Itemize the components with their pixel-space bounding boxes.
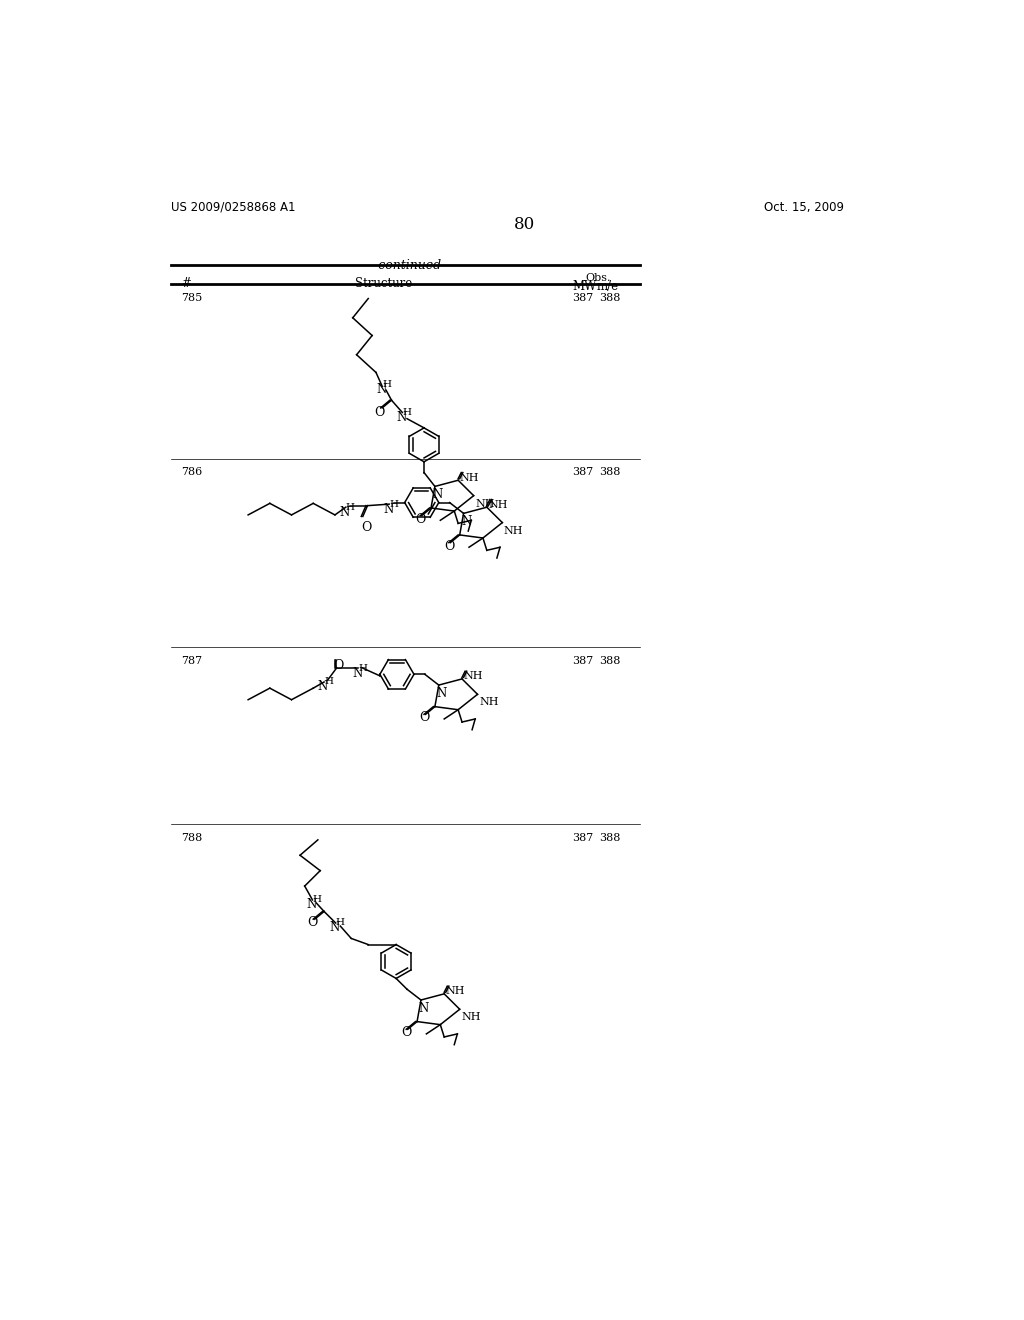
Text: N: N [306, 899, 316, 911]
Text: H: H [389, 499, 398, 508]
Text: 387: 387 [572, 833, 593, 843]
Text: N: N [376, 383, 386, 396]
Text: #: # [180, 277, 190, 290]
Text: Obs.: Obs. [586, 273, 610, 282]
Text: Structure: Structure [355, 277, 413, 290]
Text: 785: 785 [180, 293, 202, 304]
Text: H: H [382, 380, 391, 389]
Text: O: O [420, 711, 430, 725]
Text: 388: 388 [599, 467, 621, 477]
Text: O: O [401, 1026, 412, 1039]
Text: H: H [324, 677, 333, 686]
Text: Oct. 15, 2009: Oct. 15, 2009 [764, 201, 844, 214]
Text: NH: NH [479, 697, 499, 708]
Text: 388: 388 [599, 656, 621, 665]
Text: NH: NH [504, 525, 523, 536]
Text: US 2009/0258868 A1: US 2009/0258868 A1 [171, 201, 295, 214]
Text: N: N [340, 506, 350, 519]
Text: 786: 786 [180, 467, 202, 477]
Text: 788: 788 [180, 833, 202, 843]
Text: 387: 387 [572, 656, 593, 665]
Text: 388: 388 [599, 293, 621, 304]
Text: NH: NH [445, 986, 465, 997]
Text: N: N [396, 411, 407, 424]
Text: 80: 80 [514, 216, 536, 234]
Text: N: N [330, 921, 340, 935]
Text: N: N [352, 667, 362, 680]
Text: H: H [402, 408, 412, 417]
Text: 387: 387 [572, 293, 593, 304]
Text: H: H [312, 895, 322, 904]
Text: N: N [317, 681, 328, 693]
Text: NH: NH [475, 499, 495, 508]
Text: NH: NH [461, 1012, 480, 1022]
Text: H: H [346, 503, 354, 512]
Text: O: O [375, 407, 385, 420]
Text: N: N [419, 1002, 429, 1015]
Text: 787: 787 [180, 656, 202, 665]
Text: NH: NH [460, 473, 479, 483]
Text: N: N [461, 515, 471, 528]
Text: N: N [432, 488, 442, 502]
Text: NH: NH [464, 671, 483, 681]
Text: N: N [383, 503, 393, 516]
Text: 387: 387 [572, 467, 593, 477]
Text: 388: 388 [599, 833, 621, 843]
Text: N: N [436, 686, 446, 700]
Text: O: O [361, 521, 372, 535]
Text: O: O [307, 916, 317, 929]
Text: O: O [416, 512, 426, 525]
Text: H: H [358, 664, 368, 672]
Text: MW: MW [572, 280, 596, 293]
Text: -continued: -continued [375, 259, 442, 272]
Text: H: H [336, 919, 345, 928]
Text: m/e: m/e [597, 280, 618, 293]
Text: NH: NH [488, 499, 508, 510]
Text: O: O [334, 659, 344, 672]
Text: O: O [444, 540, 455, 553]
